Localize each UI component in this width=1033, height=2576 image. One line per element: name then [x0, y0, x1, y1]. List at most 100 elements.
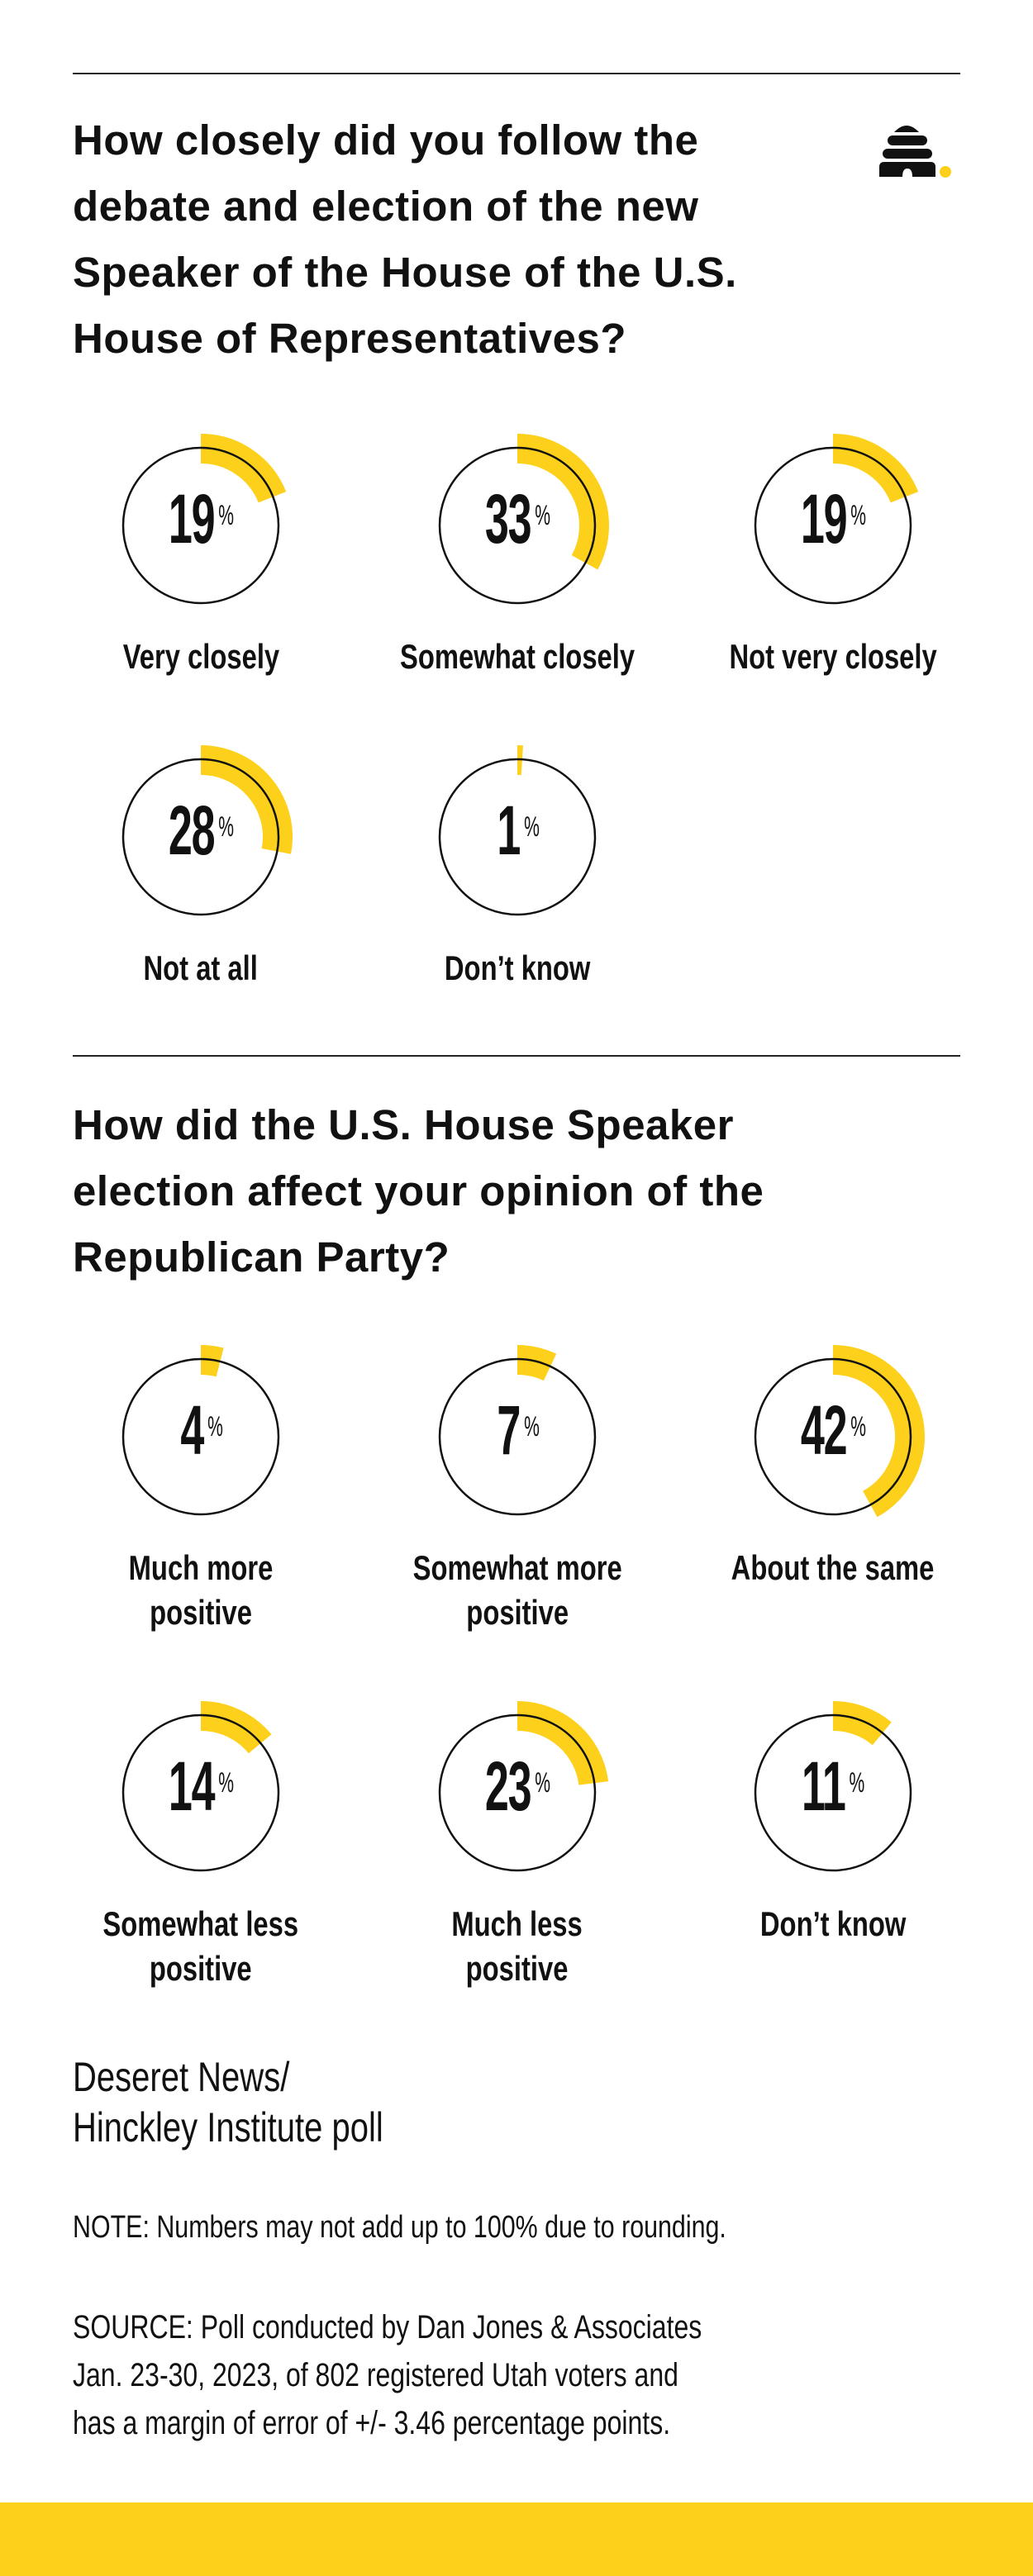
category-label: Much more positive [11, 1546, 391, 1635]
value-number: 28 [169, 791, 216, 869]
value-label: 42% [676, 1395, 990, 1465]
percent-sign: % [218, 811, 234, 843]
percent-sign: % [850, 1411, 866, 1442]
value-label: 14% [44, 1751, 358, 1821]
title-line: Republican Party? [73, 1233, 450, 1281]
value-number: 19 [169, 480, 216, 558]
value-label: 4% [44, 1395, 358, 1465]
percent-sign: % [850, 1767, 865, 1799]
beehive-icon [879, 126, 951, 178]
value-number: 14 [169, 1747, 216, 1825]
value-number: 19 [801, 480, 848, 558]
source-line: Jan. 23-30, 2023, of 802 registered Utah… [73, 2357, 678, 2393]
circle-outline [438, 1357, 597, 1516]
title-line: How closely did you follow the [73, 116, 699, 164]
radial-chart [121, 1345, 280, 1516]
title-line: How did the U.S. House Speaker [73, 1101, 734, 1148]
category-label: Not at all [11, 946, 391, 991]
title-line: election affect your opinion of the [73, 1167, 764, 1214]
category-label: Don’t know [327, 946, 707, 991]
value-number: 1 [496, 791, 521, 869]
circle-outline [754, 446, 912, 605]
question-1-title: How closely did you follow the debate an… [73, 107, 883, 372]
category-label-line: Don’t know [759, 1904, 907, 1943]
percent-sign: % [535, 500, 550, 531]
category-label-line: positive [150, 1949, 252, 1988]
category-label: Not very closely [643, 634, 1023, 679]
circle-outline [121, 1713, 280, 1872]
circle-outline [754, 1713, 912, 1872]
category-label-line: Somewhat less [102, 1904, 299, 1943]
value-number: 42 [801, 1391, 848, 1469]
title-line: debate and election of the new [73, 183, 699, 230]
chart-item: 19% Very closely [44, 393, 358, 691]
category-label-line: Not very closely [729, 637, 937, 676]
percent-sign: % [523, 1411, 540, 1442]
value-number: 4 [179, 1391, 204, 1469]
radial-chart [438, 434, 609, 605]
category-label-line: Somewhat more [412, 1548, 622, 1587]
circle-outline [438, 1713, 597, 1872]
percent-sign: % [218, 500, 234, 531]
footer-band [0, 2502, 1033, 2576]
value-label: 1% [360, 796, 674, 865]
chart-item: 1% Don’t know [360, 705, 674, 1002]
category-label-line: Very closely [122, 637, 279, 676]
radial-chart [121, 745, 293, 916]
chart-item: 33% Somewhat closely [360, 393, 674, 691]
category-label: Somewhat more positive [327, 1546, 707, 1635]
chart-item: 4% Much more positive [44, 1305, 358, 1632]
value-number: 7 [496, 1391, 521, 1469]
radial-chart [438, 1701, 609, 1872]
circle-outline [438, 446, 597, 605]
circle-outline [121, 446, 280, 605]
chart-item: 7% Somewhat more positive [360, 1305, 674, 1632]
category-label-line: positive [466, 1949, 569, 1988]
value-label: 19% [676, 484, 990, 554]
credit-line: Deseret News/ [73, 2054, 290, 2100]
chart-item: 42% About the same [676, 1305, 990, 1602]
radial-chart [438, 745, 597, 916]
category-label-line: Don’t know [444, 948, 591, 987]
category-label-line: Not at all [143, 948, 259, 987]
value-label: 7% [360, 1395, 674, 1465]
category-label-line: About the same [731, 1548, 935, 1587]
percent-sign: % [523, 811, 540, 843]
chart-item: 19% Not very closely [676, 393, 990, 691]
circle-outline [121, 1357, 280, 1516]
value-number: 11 [802, 1747, 846, 1825]
source: SOURCE: Poll conducted by Dan Jones & As… [73, 2303, 702, 2447]
title-line: Speaker of the House of the U.S. [73, 249, 737, 296]
circle-outline [754, 1357, 912, 1516]
radial-chart [121, 1701, 280, 1872]
category-label-line: Much less [451, 1904, 583, 1943]
category-label: Somewhat less positive [11, 1902, 391, 1991]
category-label: Much less positive [327, 1902, 707, 1991]
category-label-line: positive [466, 1593, 569, 1632]
section-divider [73, 1055, 960, 1057]
percent-sign: % [218, 1767, 234, 1799]
category-label-line: Much more [128, 1548, 274, 1587]
chart-item: 23% Much less positive [360, 1661, 674, 1988]
radial-chart [754, 434, 919, 605]
category-label: About the same [643, 1546, 1023, 1590]
circle-outline [121, 758, 280, 916]
value-label: 28% [44, 796, 358, 865]
value-label: 19% [44, 484, 358, 554]
credit: Deseret News/ Hinckley Institute poll [73, 2052, 383, 2153]
category-label: Don’t know [643, 1902, 1023, 1946]
value-label: 33% [360, 484, 674, 554]
value-label: 23% [360, 1751, 674, 1821]
percent-sign: % [207, 1411, 223, 1442]
top-divider [73, 73, 960, 74]
value-number: 33 [485, 480, 532, 558]
chart-item: 28% Not at all [44, 705, 358, 1002]
credit-line: Hinckley Institute poll [73, 2104, 383, 2151]
value-label: 11% [676, 1751, 990, 1821]
source-line: SOURCE: Poll conducted by Dan Jones & As… [73, 2309, 702, 2345]
category-label: Very closely [11, 634, 391, 679]
category-label: Somewhat closely [327, 634, 707, 679]
category-label-line: positive [150, 1593, 252, 1632]
chart-item: 14% Somewhat less positive [44, 1661, 358, 1988]
radial-chart [754, 1701, 912, 1872]
